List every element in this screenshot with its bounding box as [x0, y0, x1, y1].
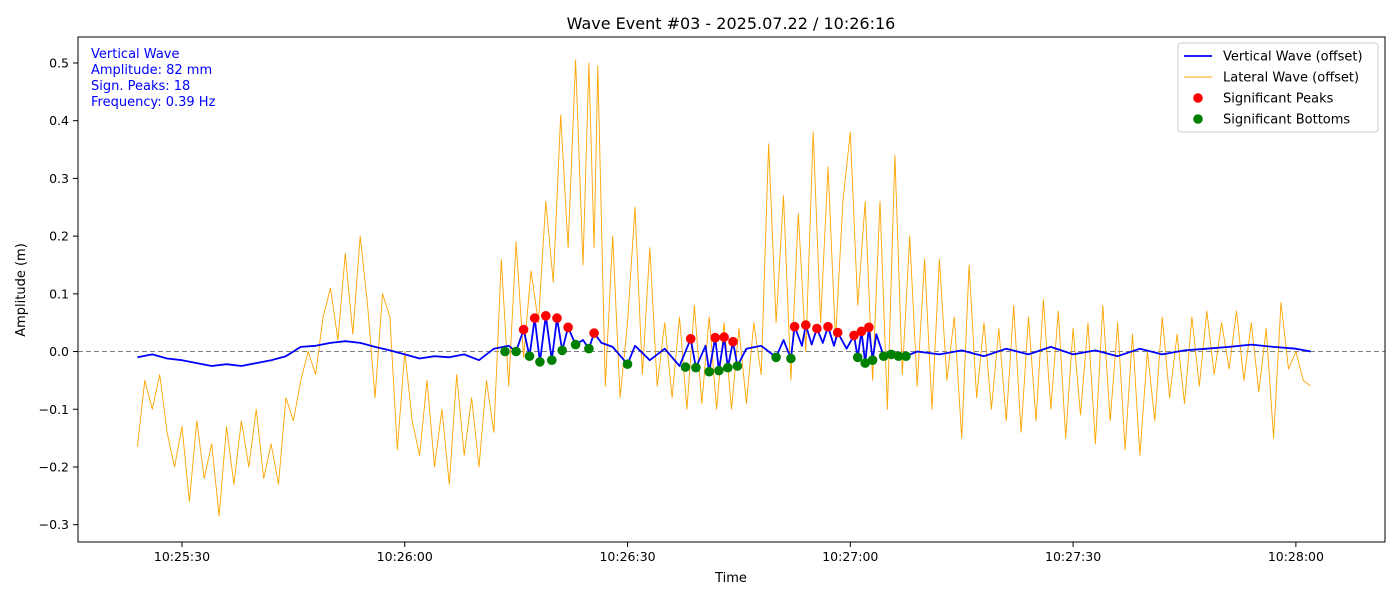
legend-label: Significant Peaks [1223, 92, 1334, 107]
bottom-marker [852, 352, 863, 363]
peak-marker [529, 313, 540, 323]
legend-swatch [1193, 114, 1203, 124]
x-tick-label: 10:27:30 [1045, 549, 1101, 564]
y-tick-label: 0.0 [49, 344, 69, 359]
bottom-marker [786, 353, 796, 364]
peak-marker [710, 332, 720, 343]
bottom-marker [584, 343, 594, 354]
bottom-marker [860, 358, 870, 368]
bottom-marker [771, 352, 781, 363]
y-tick-label: 0.4 [49, 113, 69, 128]
bottom-marker [500, 346, 510, 357]
y-tick-label: 0.2 [49, 229, 69, 244]
chart-title: Wave Event #03 - 2025.07.22 / 10:26:16 [567, 14, 896, 33]
bottom-marker [893, 351, 904, 362]
peak-marker [518, 324, 529, 335]
bottom-marker [886, 349, 896, 360]
bottom-marker [547, 355, 557, 366]
peak-marker [823, 321, 833, 332]
info-line: Amplitude: 82 mm [91, 63, 212, 78]
y-tick-label: 0.1 [49, 286, 69, 301]
peak-marker [832, 327, 843, 338]
x-axis-label: Time [714, 571, 747, 586]
info-line: Frequency: 0.39 Hz [91, 95, 216, 110]
bottom-marker [723, 362, 733, 373]
peak-marker [789, 321, 800, 332]
peak-marker [856, 326, 867, 337]
peak-marker [864, 322, 874, 333]
x-tick-label: 10:25:30 [154, 549, 210, 564]
info-line: Vertical Wave [91, 47, 179, 62]
y-axis-label: Amplitude (m) [14, 243, 29, 337]
y-tick-label: −0.3 [39, 517, 69, 532]
info-line: Sign. Peaks: 18 [91, 79, 190, 94]
peak-marker [801, 320, 811, 330]
bottom-marker [704, 366, 714, 377]
bottom-marker [680, 362, 691, 372]
legend-label: Vertical Wave (offset) [1223, 50, 1363, 65]
y-axis: −0.3 −0.2 −0.1 0.0 0.1 0.2 0.3 0.4 0.5 [39, 55, 78, 532]
x-axis: 10:25:30 10:26:00 10:26:30 10:27:00 10:27:30… [154, 542, 1324, 564]
bottom-marker [622, 359, 633, 370]
legend-box [1177, 42, 1379, 133]
bottom-marker [878, 351, 889, 362]
series-line-vertical-wave [137, 314, 1311, 373]
peak-marker [849, 330, 859, 341]
bottom-marker [732, 361, 743, 371]
x-tick-label: 10:27:00 [822, 549, 878, 564]
y-tick-label: 0.3 [49, 171, 69, 186]
x-tick-label: 10:28:00 [1268, 549, 1324, 564]
peak-marker [589, 328, 599, 338]
peak-marker [685, 334, 696, 344]
peak-marker [812, 323, 822, 334]
bottom-marker [901, 351, 911, 362]
x-tick-label: 10:26:30 [599, 549, 655, 564]
bottom-marker [524, 351, 535, 362]
peak-marker [552, 313, 562, 323]
legend-label: Lateral Wave (offset) [1223, 71, 1359, 86]
bottom-marker [570, 339, 581, 350]
bottom-marker [691, 362, 701, 373]
bottom-marker [714, 365, 724, 376]
plot-area [78, 59, 1385, 517]
bottom-marker [867, 355, 878, 366]
legend: Vertical Wave (offset) Lateral Wave (offs… [1177, 42, 1379, 133]
peak-marker [563, 322, 573, 333]
peak-marker [728, 336, 738, 347]
bottom-marker [557, 345, 567, 356]
peak-marker [541, 311, 551, 321]
legend-label: Significant Bottoms [1223, 113, 1350, 128]
y-tick-label: 0.5 [49, 55, 69, 70]
x-tick-label: 10:26:00 [377, 549, 433, 564]
y-tick-label: −0.1 [39, 402, 69, 417]
legend-swatch [1193, 93, 1203, 103]
peak-marker [719, 332, 729, 342]
plot-frame [77, 36, 1386, 543]
bottom-marker [511, 346, 521, 357]
y-tick-label: −0.2 [39, 459, 69, 474]
bottom-marker [535, 357, 545, 367]
